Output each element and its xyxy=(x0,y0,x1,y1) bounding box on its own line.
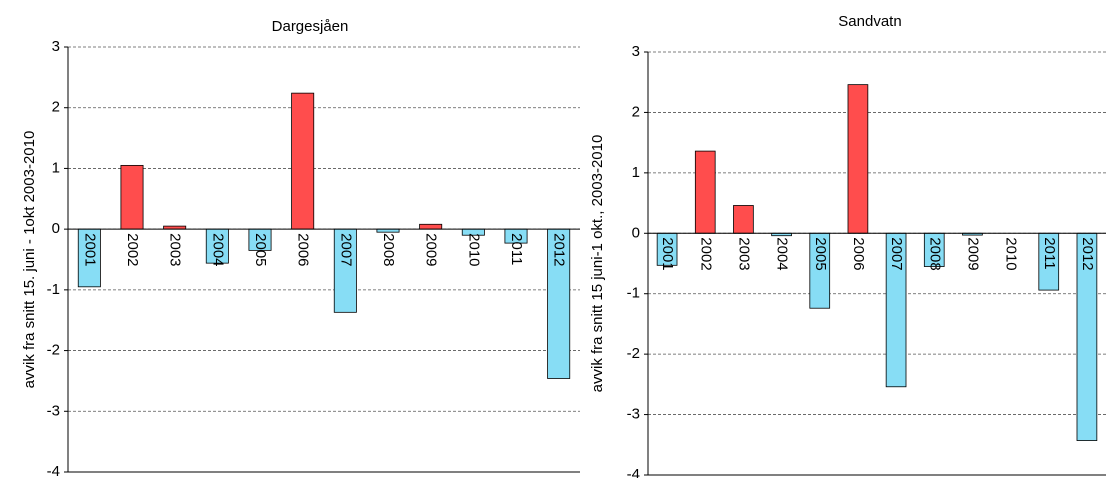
y-tick-label: -4 xyxy=(627,466,640,478)
x-tick-label: 2006 xyxy=(295,233,312,266)
y-tick-label: -3 xyxy=(627,406,640,423)
y-tick-label: 3 xyxy=(52,38,60,55)
x-tick-label: 2012 xyxy=(1079,237,1096,270)
x-tick-label: 2009 xyxy=(423,233,440,266)
x-tick-label: 2001 xyxy=(659,237,676,270)
bar xyxy=(291,92,315,230)
y-tick-label: -1 xyxy=(47,281,60,298)
x-tick-label: 2012 xyxy=(551,233,568,266)
x-tick-label: 2004 xyxy=(209,233,226,266)
x-tick-label: 2003 xyxy=(167,233,184,266)
y-tick-label: -1 xyxy=(627,285,640,302)
y-tick-label: 0 xyxy=(52,220,60,237)
y-tick-label: -2 xyxy=(627,345,640,362)
chart-title: Sandvatn xyxy=(838,13,901,30)
y-tick-label: -3 xyxy=(47,402,60,419)
x-tick-label: 2004 xyxy=(774,237,791,270)
x-tick-label: 2010 xyxy=(465,233,482,266)
y-tick-label: 1 xyxy=(632,164,640,181)
chart-title: Dargesjåen xyxy=(272,18,349,35)
x-tick-label: 2009 xyxy=(964,237,981,270)
x-tick-label: 2011 xyxy=(508,233,525,265)
x-tick-label: 2007 xyxy=(888,237,905,270)
x-tick-label: 2008 xyxy=(380,233,397,266)
bar xyxy=(120,164,144,230)
x-tick-label: 2003 xyxy=(735,237,752,270)
y-tick-label: -2 xyxy=(47,342,60,359)
x-tick-label: 2005 xyxy=(812,237,829,270)
x-tick-label: 2007 xyxy=(337,233,354,266)
y-tick-label: 1 xyxy=(52,159,60,176)
y-axis-label: avvik fra snitt 15. juni - 1okt 2003-201… xyxy=(21,131,38,389)
x-tick-label: 2008 xyxy=(926,237,943,270)
y-tick-label: 2 xyxy=(632,103,640,120)
x-tick-label: 2002 xyxy=(697,237,714,270)
bar xyxy=(847,84,869,234)
bar xyxy=(733,205,754,234)
y-axis-label: avvik fra snitt 15 juni-1 okt., 2003-201… xyxy=(589,135,606,393)
y-tick-label: -4 xyxy=(47,463,60,478)
x-tick-label: 2010 xyxy=(1003,237,1020,270)
bar xyxy=(694,150,716,234)
x-tick-label: 2006 xyxy=(850,237,867,270)
x-tick-label: 2001 xyxy=(81,233,98,266)
x-tick-label: 2005 xyxy=(252,233,269,266)
y-tick-label: 2 xyxy=(52,99,60,116)
y-tick-label: 3 xyxy=(632,43,640,60)
x-tick-label: 2011 xyxy=(1041,237,1058,269)
x-tick-label: 2002 xyxy=(124,233,141,266)
y-tick-label: 0 xyxy=(632,224,640,241)
bar xyxy=(419,223,443,230)
